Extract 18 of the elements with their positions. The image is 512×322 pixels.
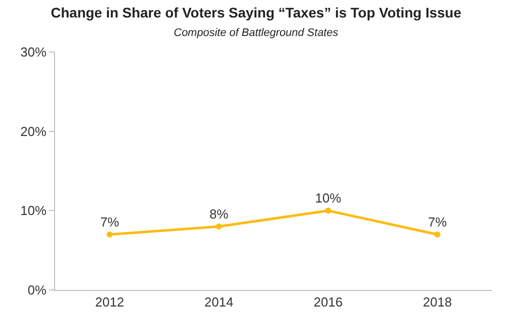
chart-title: Change in Share of Voters Saying “Taxes” is Top Voting Issue [50, 4, 462, 21]
point [216, 224, 222, 230]
data-label: 7% [428, 214, 448, 230]
data-label: 8% [209, 206, 229, 222]
y-tick-label: 10% [20, 203, 47, 218]
y-tick-label: 0% [28, 282, 47, 298]
point [325, 208, 332, 214]
y-tick-label: 20% [20, 124, 47, 139]
x-tick-label: 2014 [204, 294, 234, 310]
y-tick-label: 30% [20, 44, 47, 60]
chart-subtitle: Composite of Battleground States [174, 26, 339, 39]
x-tick-label: 2018 [422, 294, 452, 310]
point [434, 231, 440, 238]
x-tick-label: 2016 [314, 294, 343, 310]
data-label: 10% [315, 190, 342, 206]
point [106, 231, 113, 238]
data-label: 7% [100, 214, 120, 230]
x-tick-label: 2012 [95, 294, 124, 310]
